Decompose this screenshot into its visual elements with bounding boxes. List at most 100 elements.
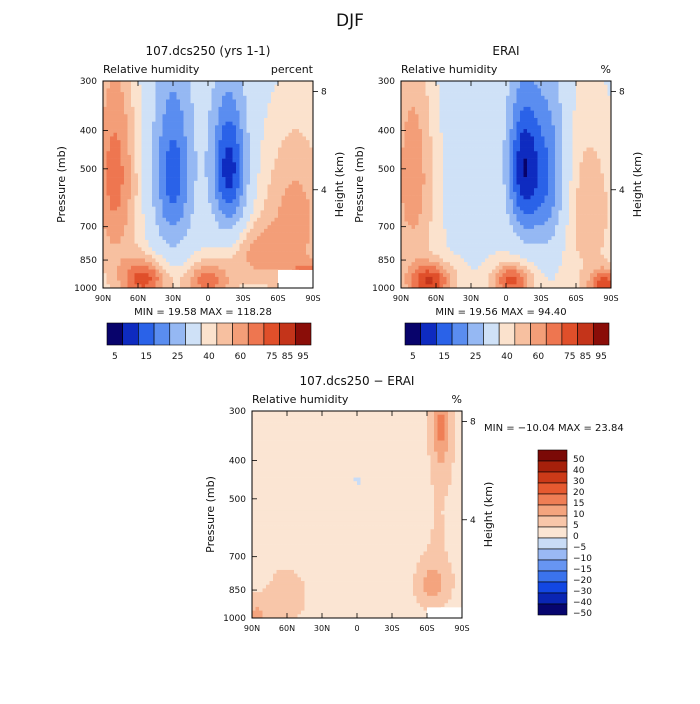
contour-cell [247, 99, 251, 103]
contour-cell [275, 151, 279, 155]
contour-cell [440, 251, 444, 255]
contour-cell [222, 185, 226, 189]
contour-cell [121, 133, 125, 137]
figure-title: DJF [336, 11, 364, 31]
contour-cell [145, 240, 149, 244]
contour-cell [222, 188, 226, 192]
contour-cell [110, 159, 114, 163]
contour-cell [275, 221, 279, 225]
contour-cell [166, 151, 170, 155]
contour-cell [275, 148, 279, 152]
contour-cell [240, 107, 244, 111]
contour-cell [415, 240, 419, 244]
contour-cell [296, 258, 300, 262]
contour-cell [159, 199, 163, 203]
contour-cell [159, 229, 163, 233]
contour-cell [233, 136, 237, 140]
contour-cell [422, 114, 426, 118]
contour-cell [422, 92, 426, 96]
contour-cell [131, 122, 135, 126]
contour-cell [177, 155, 181, 159]
contour-cell [145, 107, 149, 111]
contour-cell [422, 270, 426, 274]
contour-cell [475, 133, 479, 137]
contour-cell [121, 81, 125, 85]
contour-cell [222, 125, 226, 129]
contour-cell [107, 177, 111, 181]
contour-cell [289, 99, 293, 103]
contour-cell [489, 251, 493, 255]
contour-cell [278, 136, 282, 140]
contour-cell [229, 210, 233, 214]
contour-cell [166, 210, 170, 214]
contour-cell [233, 221, 237, 225]
contour-cell [264, 199, 268, 203]
contour-cell [461, 196, 465, 200]
contour-cell [128, 236, 132, 240]
contour-cell [419, 244, 423, 248]
contour-cell [219, 266, 223, 270]
contour-cell [170, 118, 174, 122]
contour-cell [282, 170, 286, 174]
contour-cell [419, 225, 423, 229]
contour-cell [191, 247, 195, 251]
contour-cell [271, 181, 275, 185]
contour-cell [156, 88, 160, 92]
contour-cell [454, 107, 458, 111]
contour-cell [461, 88, 465, 92]
contour-cell [261, 207, 265, 211]
contour-cell [261, 99, 265, 103]
contour-cell [475, 177, 479, 181]
contour-cell [166, 81, 170, 85]
contour-cell [166, 155, 170, 159]
contour-cell [271, 166, 275, 170]
contour-cell [219, 144, 223, 148]
contour-cell [289, 81, 293, 85]
contour-cell [429, 225, 433, 229]
contour-cell [163, 236, 167, 240]
contour-cell [433, 255, 437, 259]
contour-cell [436, 185, 440, 189]
contour-cell [226, 207, 230, 211]
contour-cell [135, 133, 139, 137]
contour-cell [478, 170, 482, 174]
contour-cell [443, 258, 447, 262]
contour-cell [142, 107, 146, 111]
contour-cell [226, 233, 230, 237]
contour-cell [436, 203, 440, 207]
contour-cell [152, 122, 156, 126]
contour-cell [257, 266, 261, 270]
contour-cell [236, 210, 240, 214]
contour-cell [131, 148, 135, 152]
contour-cell [461, 159, 465, 163]
contour-cell [261, 151, 265, 155]
contour-cell [433, 188, 437, 192]
contour-cell [278, 229, 282, 233]
contour-cell [447, 258, 451, 262]
contour-cell [454, 199, 458, 203]
contour-cell [243, 240, 247, 244]
contour-cell [205, 236, 209, 240]
contour-cell [159, 151, 163, 155]
contour-cell [163, 133, 167, 137]
contour-cell [219, 148, 223, 152]
contour-cell [471, 81, 475, 85]
contour-cell [117, 251, 121, 255]
contour-cell [107, 188, 111, 192]
contour-cell [408, 170, 412, 174]
contour-cell [250, 196, 254, 200]
contour-cell [257, 181, 261, 185]
contour-cell [135, 118, 139, 122]
contour-cell [489, 85, 493, 89]
contour-cell [457, 140, 461, 144]
contour-cell [159, 107, 163, 111]
contour-cell [285, 103, 289, 107]
contour-cell [408, 111, 412, 115]
contour-cell [415, 162, 419, 166]
contour-cell [268, 199, 272, 203]
contour-cell [145, 236, 149, 240]
contour-cell [229, 114, 233, 118]
contour-cell [103, 173, 107, 177]
colorbar-label: 60 [235, 352, 247, 362]
contour-cell [401, 151, 405, 155]
